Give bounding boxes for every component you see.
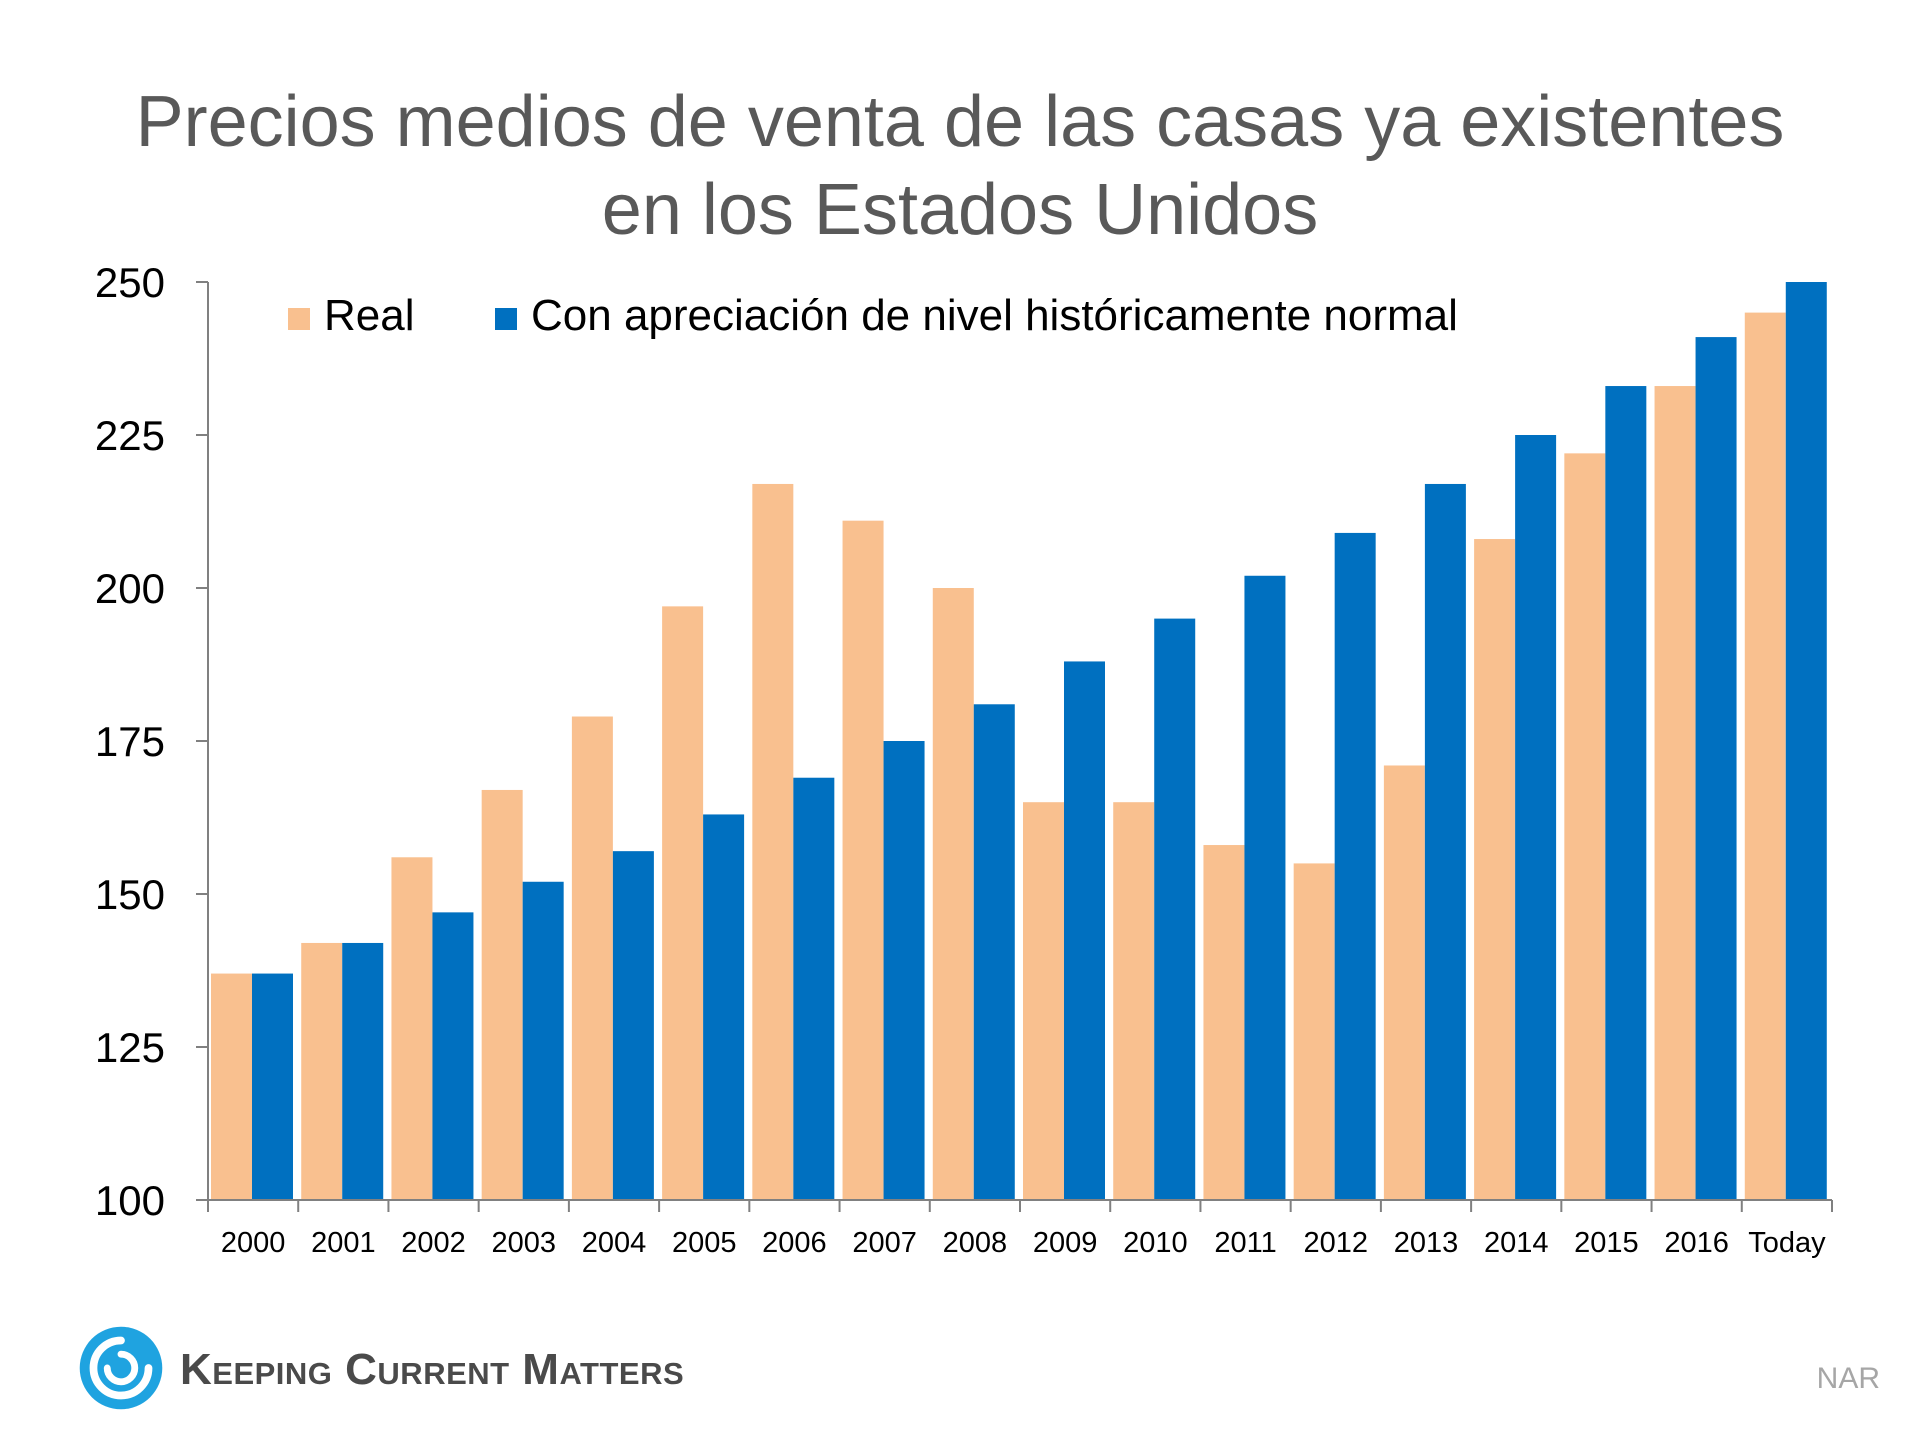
bar-normal-2010 bbox=[1154, 618, 1196, 1200]
y-tick-label: 225 bbox=[95, 412, 165, 459]
bar-normal-2004 bbox=[612, 851, 654, 1200]
bar-normal-2003 bbox=[522, 881, 564, 1200]
bar-real-2004 bbox=[571, 716, 613, 1200]
chart-title: Precios medios de venta de las casas ya … bbox=[0, 78, 1920, 254]
source-label: NAR bbox=[1816, 1362, 1880, 1395]
x-tick-label: 2015 bbox=[1574, 1227, 1639, 1259]
brand-name: Keeping Current Matters bbox=[180, 1345, 685, 1394]
x-tick-label: 2007 bbox=[852, 1227, 917, 1259]
x-tick-label: 2008 bbox=[943, 1227, 1008, 1259]
bar-real-2003 bbox=[481, 789, 523, 1200]
x-tick-label: 2003 bbox=[492, 1227, 557, 1259]
legend-label-real: Real bbox=[324, 291, 415, 340]
bar-normal-2016 bbox=[1695, 337, 1737, 1201]
bar-normal-2015 bbox=[1605, 386, 1647, 1200]
y-tick-label: 200 bbox=[95, 565, 165, 612]
x-tick-label: 2005 bbox=[672, 1227, 737, 1259]
x-tick-label: 2016 bbox=[1664, 1227, 1729, 1259]
x-tick-label: Today bbox=[1748, 1227, 1826, 1259]
x-tick-label: 2013 bbox=[1394, 1227, 1459, 1259]
bar-real-2009 bbox=[1023, 802, 1064, 1200]
bar-real-2013 bbox=[1383, 765, 1425, 1200]
y-tick-label: 175 bbox=[95, 718, 165, 765]
x-tick-label: 2012 bbox=[1304, 1227, 1369, 1259]
bar-real-2010 bbox=[1113, 802, 1155, 1200]
x-tick-label: 2000 bbox=[221, 1227, 286, 1259]
bar-normal-2006 bbox=[793, 777, 835, 1200]
bar-real-2005 bbox=[662, 606, 704, 1200]
bar-normal-2011 bbox=[1244, 575, 1286, 1200]
legend-swatch-normal bbox=[495, 308, 517, 330]
bar-normal-2014 bbox=[1515, 435, 1557, 1200]
bar-normal-today bbox=[1785, 282, 1827, 1200]
x-tick-label: 2004 bbox=[582, 1227, 647, 1259]
bar-real-2012 bbox=[1293, 863, 1335, 1200]
x-tick-label: 2009 bbox=[1033, 1227, 1098, 1259]
bar-real-2007 bbox=[842, 520, 884, 1200]
y-tick-label: 150 bbox=[95, 871, 165, 918]
bar-normal-2000 bbox=[252, 973, 293, 1200]
bar-normal-2002 bbox=[432, 912, 474, 1200]
bar-real-2006 bbox=[752, 483, 794, 1201]
bar-normal-2001 bbox=[342, 942, 384, 1200]
bar-real-today bbox=[1744, 312, 1786, 1201]
keeping-current-matters-logo-icon bbox=[79, 1326, 163, 1410]
bar-normal-2013 bbox=[1424, 483, 1466, 1201]
bar-real-2011 bbox=[1203, 845, 1245, 1200]
bar-normal-2008 bbox=[973, 704, 1015, 1200]
x-tick-label: 2006 bbox=[762, 1227, 827, 1259]
bar-real-2016 bbox=[1654, 386, 1696, 1200]
y-tick-label: 250 bbox=[95, 259, 165, 306]
x-tick-label: 2011 bbox=[1214, 1227, 1276, 1259]
bar-normal-2005 bbox=[703, 814, 745, 1200]
bar-normal-2009 bbox=[1064, 661, 1105, 1200]
x-tick-label: 2010 bbox=[1123, 1227, 1188, 1259]
bar-real-2000 bbox=[211, 973, 252, 1200]
bar-real-2001 bbox=[301, 942, 343, 1200]
legend-swatch-real bbox=[288, 308, 310, 330]
bar-real-2015 bbox=[1564, 453, 1606, 1200]
y-tick-label: 125 bbox=[95, 1024, 165, 1071]
bar-real-2014 bbox=[1474, 539, 1516, 1200]
x-tick-label: 2002 bbox=[401, 1227, 466, 1259]
bar-real-2002 bbox=[391, 857, 433, 1200]
x-tick-label: 2014 bbox=[1484, 1227, 1549, 1259]
title-line-1: Precios medios de venta de las casas ya … bbox=[135, 82, 1785, 162]
x-tick-label: 2001 bbox=[311, 1227, 376, 1259]
y-tick-label: 100 bbox=[95, 1177, 165, 1224]
bar-real-2008 bbox=[932, 588, 974, 1200]
title-line-2: en los Estados Unidos bbox=[601, 170, 1319, 250]
legend-label-normal: Con apreciación de nivel históricamente … bbox=[531, 291, 1458, 340]
bar-normal-2007 bbox=[883, 741, 925, 1200]
bar-normal-2012 bbox=[1334, 532, 1376, 1200]
